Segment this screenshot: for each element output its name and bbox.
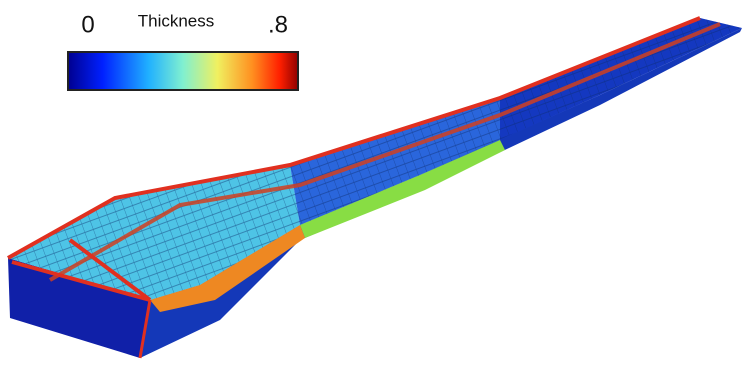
- colorbar-tick-label: .8: [268, 11, 288, 38]
- colorbar-gradient: [68, 52, 298, 90]
- colorbar-title: Thickness: [138, 11, 215, 30]
- colorbar: Thickness 0 .8: [68, 11, 298, 90]
- page: Thickness 0.8 (() => { const data = JSON…: [0, 0, 743, 368]
- blade-figure: Thickness 0 .8: [0, 0, 743, 368]
- colorbar-tick-label: 0: [81, 11, 94, 38]
